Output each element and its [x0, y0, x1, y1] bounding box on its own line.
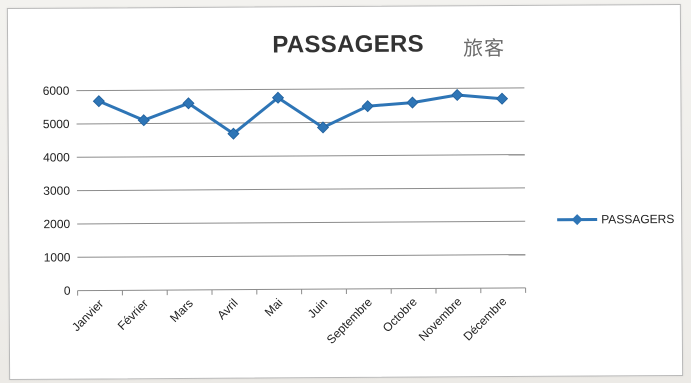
data-point-marker [495, 92, 509, 105]
data-point-marker [271, 91, 285, 104]
data-point-marker [451, 88, 464, 102]
legend-marker [571, 214, 583, 226]
data-point-marker [361, 100, 374, 113]
x-tick-label: Octobre [380, 295, 420, 335]
x-tick-label: Novembre [416, 294, 465, 343]
data-point-marker [406, 96, 419, 109]
chart-frame: PASSAGERS 旅客 0 1000 2000 3000 4000 5000 6000 Ja… [6, 3, 684, 381]
legend-label: PASSAGERS [601, 212, 674, 226]
y-tick-label: 3000 [43, 184, 70, 198]
x-tick-label: Septembre [324, 295, 375, 347]
y-tick-label: 4000 [43, 150, 70, 164]
gridline [77, 254, 526, 258]
y-tick-label: 5000 [43, 117, 70, 131]
data-point-marker [316, 121, 330, 134]
y-tick-label: 6000 [43, 84, 70, 98]
gridline [76, 154, 525, 158]
gridline [76, 120, 525, 125]
x-tick-label: Mai [262, 296, 286, 320]
x-tick-label: Juin [305, 295, 330, 321]
x-tick-label: Janvier [69, 297, 106, 334]
data-point-marker [227, 127, 240, 140]
series-line [98, 93, 503, 136]
y-tick-label: 2000 [43, 217, 70, 231]
gridline [77, 220, 526, 225]
x-tick-label: Décembre [461, 294, 510, 343]
data-point-marker [92, 95, 105, 108]
y-tick-label: 1000 [44, 250, 71, 264]
x-tick-label: Avril [214, 296, 240, 322]
y-tick-label: 0 [64, 284, 71, 298]
gridline [76, 187, 525, 192]
data-point-marker [137, 114, 150, 127]
line-chart: 0 1000 2000 3000 4000 5000 6000 Janvier Février M… [43, 84, 675, 347]
x-tick-label: Février [115, 296, 151, 332]
gridline [76, 87, 525, 92]
x-tick-label: Mars [167, 296, 196, 325]
data-point-marker [182, 97, 195, 110]
